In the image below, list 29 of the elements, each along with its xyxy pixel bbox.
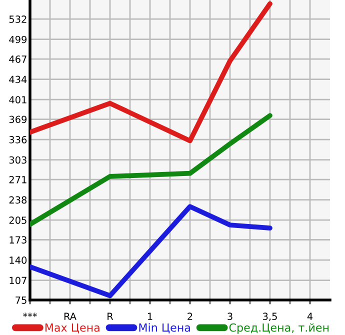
legend-label: Сред.Цена, т.йен <box>229 323 329 334</box>
line-series <box>30 113 272 227</box>
x-tick-label: R <box>108 312 114 320</box>
y-tick-label: 75 <box>16 296 26 304</box>
x-tick-label: 2 <box>188 312 192 320</box>
y-tick-label: 401 <box>9 96 26 104</box>
y-tick-label: 107 <box>10 276 26 284</box>
line-series <box>30 204 272 298</box>
y-tick-label: 303 <box>9 156 26 164</box>
y-tick-label: 271 <box>9 176 26 184</box>
line-series <box>30 1 272 144</box>
legend-label: Max Цена <box>45 323 100 334</box>
y-tick-label: 369 <box>9 116 27 124</box>
y-tick-label: 434 <box>9 76 27 84</box>
y-tick-label: 205 <box>9 216 26 224</box>
legend-label: Min Цена <box>139 323 190 334</box>
x-tick-label: 3,5 <box>263 312 277 322</box>
x-tick-label: 4 <box>307 312 313 320</box>
y-tick-label: 140 <box>10 256 27 264</box>
y-tick-label: 336 <box>9 136 27 144</box>
x-tick-label: 3 <box>228 312 232 320</box>
y-tick-label: 532 <box>9 16 26 23</box>
x-tick-label: *** <box>23 312 37 318</box>
x-tick-label: 1 <box>148 312 152 320</box>
y-tick-label: 173 <box>10 236 26 244</box>
y-tick-label: 467 <box>9 55 26 63</box>
y-tick-label: 499 <box>9 36 27 44</box>
x-tick-label: RA <box>64 312 76 320</box>
y-tick-label: 238 <box>9 196 27 204</box>
